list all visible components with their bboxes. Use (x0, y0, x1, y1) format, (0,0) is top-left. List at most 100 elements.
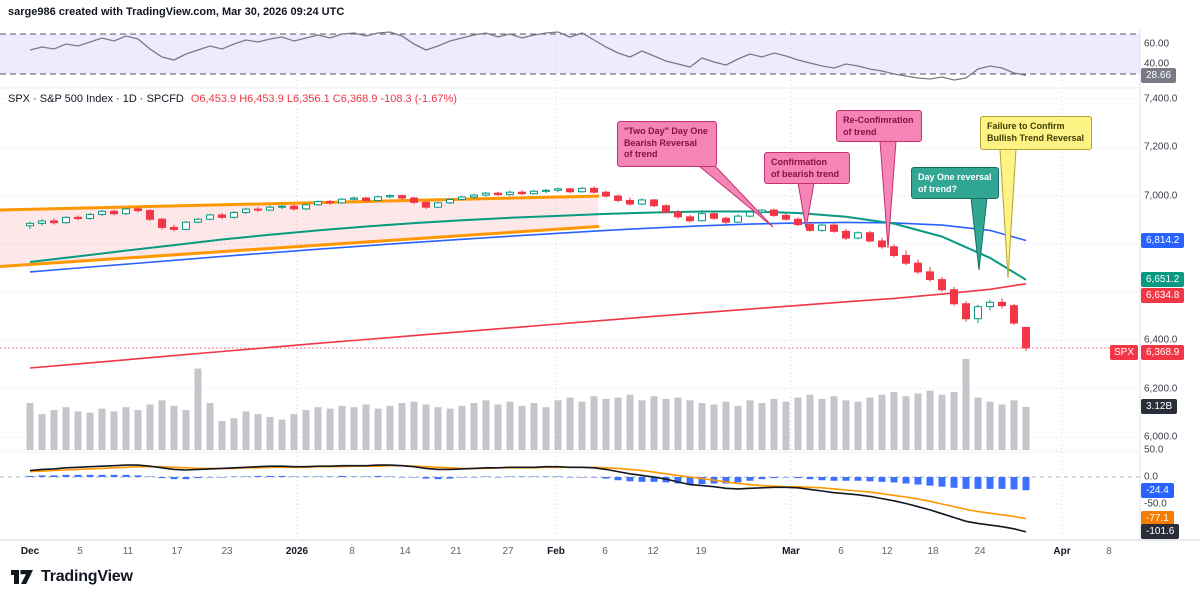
volume-bar (410, 401, 418, 450)
macd-hist-bar (182, 477, 190, 480)
macd-hist-bar (998, 477, 1006, 489)
volume-bar (506, 401, 514, 450)
macd-hist-bar (962, 477, 970, 489)
rsi-line (29, 31, 1027, 81)
volume-bar (266, 416, 274, 450)
x-tick-8: 8 (1106, 546, 1112, 557)
candle (602, 191, 610, 197)
macd-hist-bar (122, 474, 130, 477)
candle (326, 201, 334, 204)
volume-bar (194, 368, 202, 450)
macd-hist-bar (842, 477, 850, 481)
x-tick-17: 17 (171, 546, 183, 557)
macd-hist-bar (134, 475, 142, 477)
volume-bar (230, 418, 238, 450)
annotation-re-confirmation[interactable]: Re-Confimration of trend (836, 110, 922, 142)
macd-hist-bar (650, 477, 658, 482)
volume-bar (326, 408, 334, 450)
candle (914, 262, 922, 273)
macd-hist-bar (602, 477, 610, 479)
volume-bar (638, 400, 646, 450)
macd-hist-bar (350, 476, 358, 477)
volume-bar (242, 411, 250, 450)
annotation-two-day-reversal[interactable]: "Two Day" Day One Bearish Reversal of tr… (617, 121, 717, 167)
macd-hist-bar (518, 476, 526, 477)
volume-bar (446, 408, 454, 450)
macd-hist-bar (422, 477, 430, 479)
volume-bar (782, 401, 790, 450)
candle (806, 224, 814, 231)
x-tick-21: 21 (450, 546, 462, 557)
symbol-price-tag: SPX (1109, 345, 1138, 361)
macd-hist-bar (194, 477, 202, 479)
volume-bar (986, 401, 994, 450)
candle (38, 220, 46, 224)
volume-bar (134, 409, 142, 450)
volume-bar (314, 407, 322, 450)
macd-hist-bar (218, 477, 226, 478)
trend-channel-upper (0, 194, 600, 212)
axis-badge-66512: 6,651.2 (1141, 272, 1185, 288)
volume-bar (998, 404, 1006, 450)
candle (86, 213, 94, 220)
macd-hist-bar (938, 477, 946, 487)
candle (758, 209, 766, 213)
candle (218, 214, 226, 218)
macd-hist-bar (482, 476, 490, 477)
macd-hist-bar (398, 477, 406, 478)
x-tick-feb: Feb (547, 546, 565, 557)
candle (926, 271, 934, 281)
symbol-info-line[interactable]: SPX · S&P 500 Index · 1D · SPCFD O6,453.9… (8, 93, 457, 105)
volume-bar (902, 396, 910, 450)
candle (518, 191, 526, 195)
volume-bar (302, 409, 310, 450)
macd-hist-bar (866, 477, 874, 482)
volume-bar (758, 403, 766, 450)
candle (1010, 305, 1018, 324)
macd-hist-bar (578, 477, 586, 478)
volume-bar (974, 397, 982, 450)
macd-hist-bar (434, 477, 442, 480)
volume-bar (170, 405, 178, 450)
annotation-day-one-reversal[interactable]: Day One reversal of trend? (911, 167, 999, 199)
macd-hist-bar (734, 477, 742, 483)
volume-bar (914, 393, 922, 450)
fast-ma-teal (29, 210, 1027, 281)
y-axis-label: 6,400.0 (1144, 334, 1178, 346)
candle (710, 213, 718, 219)
candle (26, 222, 34, 227)
volume-bar (146, 404, 154, 450)
macd-hist-bar (806, 477, 814, 480)
macd-hist-bar (506, 476, 514, 477)
macd-hist-bar (782, 477, 790, 478)
macd-hist-bar (878, 477, 886, 482)
candle (782, 214, 790, 220)
candle (182, 221, 190, 230)
volume-bar (74, 411, 82, 450)
volume-bar (218, 421, 226, 450)
volume-bar (950, 392, 958, 450)
candle (890, 246, 898, 256)
axis-badge-312B: 3.12B (1141, 399, 1178, 415)
candle (830, 224, 838, 232)
annotation-failure-to-confirm[interactable]: Failure to Confirm Bullish Trend Reversa… (980, 116, 1092, 150)
macd-hist-bar (290, 476, 298, 477)
tradingview-logo[interactable]: TradingView (10, 567, 133, 587)
candle (614, 195, 622, 201)
x-tick-23: 23 (221, 546, 233, 557)
x-tick-11: 11 (122, 546, 134, 557)
volume-bar (890, 392, 898, 450)
candle (362, 197, 370, 201)
candle (962, 303, 970, 320)
annotation-confirmation-bearish[interactable]: Confirmation of bearish trend (764, 152, 850, 184)
x-tick-14: 14 (399, 546, 411, 557)
axis-badge-244: -24.4 (1141, 482, 1174, 498)
x-tick-6: 6 (602, 546, 608, 557)
candle (110, 210, 118, 215)
x-tick-6: 6 (838, 546, 844, 557)
volume-bar (182, 409, 190, 450)
macd-hist-bar (266, 475, 274, 477)
macd-hist-bar (362, 476, 370, 477)
volume-bar (518, 405, 526, 450)
